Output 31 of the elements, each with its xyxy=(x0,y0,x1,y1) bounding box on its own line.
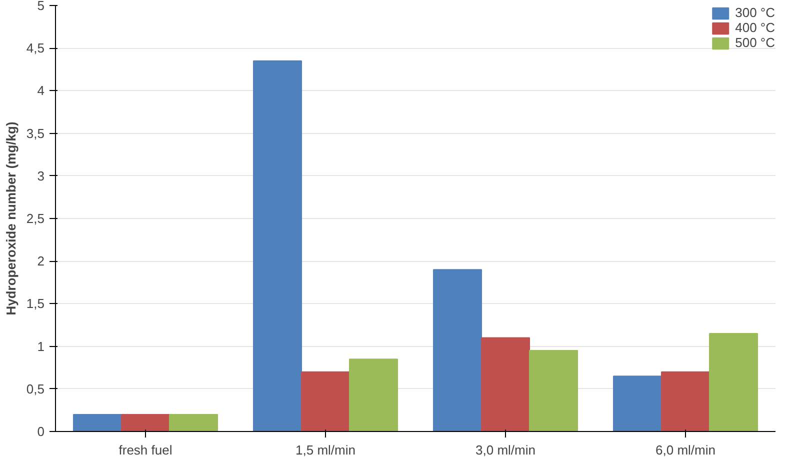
legend-label: 500 °C xyxy=(735,35,775,50)
bar xyxy=(529,350,578,432)
bar xyxy=(709,333,758,432)
y-tick-label: 4 xyxy=(37,83,45,98)
y-tick-label: 0,5 xyxy=(26,381,45,396)
bar xyxy=(121,414,170,432)
bar xyxy=(253,60,302,432)
x-tick-label: 1,5 ml/min xyxy=(296,442,356,458)
bar xyxy=(73,414,122,432)
y-tick-label: 1 xyxy=(37,338,45,354)
legend-label: 400 °C xyxy=(735,20,775,35)
bar xyxy=(661,371,710,432)
y-tick-label: 1,5 xyxy=(26,296,45,312)
y-axis-title: Hydroperoxide number (mg/kg) xyxy=(3,122,18,316)
bar xyxy=(349,358,398,432)
x-tick-label: 3,0 ml/min xyxy=(476,442,536,458)
x-tick-label: fresh fuel xyxy=(118,442,172,458)
y-tick-label: 0 xyxy=(37,424,45,439)
y-tick-label: 3,5 xyxy=(26,126,45,141)
y-tick-label: 2 xyxy=(37,254,45,269)
x-tick-label: 6,0 ml/min xyxy=(656,442,716,458)
bar xyxy=(301,371,350,432)
y-tick-label: 4,5 xyxy=(26,40,45,56)
y-tick-label: 3 xyxy=(37,168,45,184)
bar xyxy=(481,337,530,432)
bar xyxy=(613,376,662,432)
bar xyxy=(169,414,218,432)
legend-label: 300 °C xyxy=(735,5,775,20)
y-tick-label: 5 xyxy=(37,0,45,13)
bar xyxy=(433,269,482,432)
y-tick-label: 2,5 xyxy=(26,211,45,226)
